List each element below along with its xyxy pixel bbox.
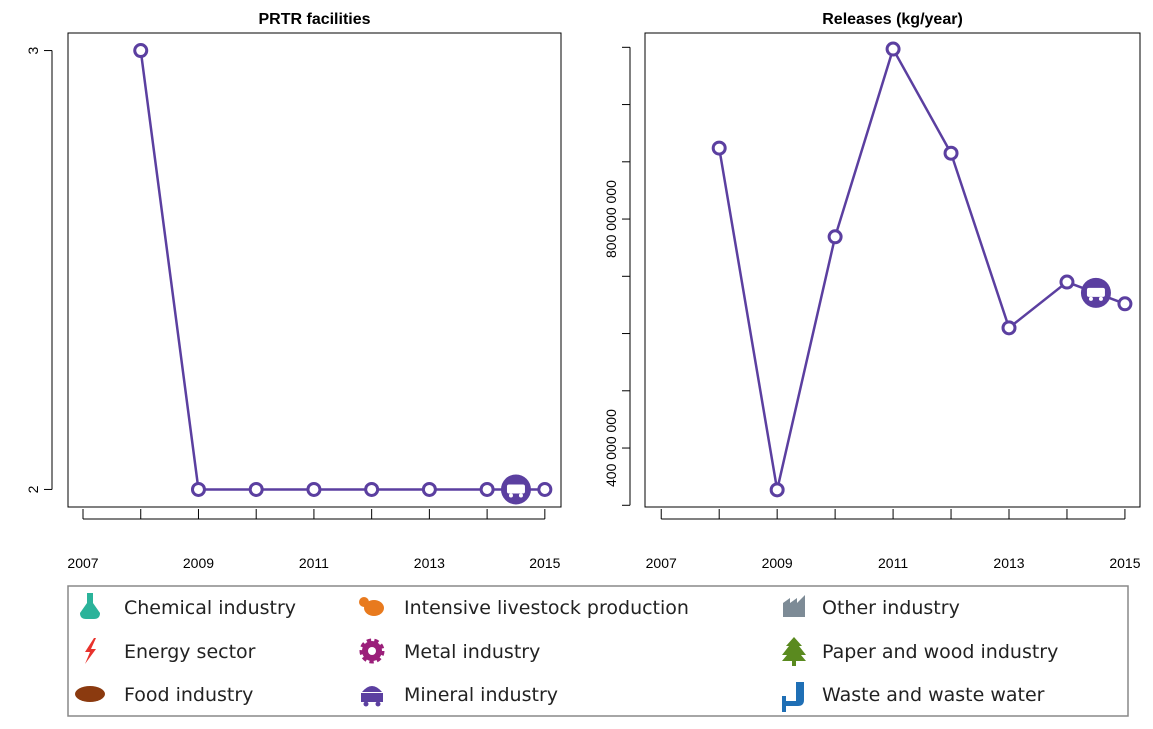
legend-icon <box>363 701 369 707</box>
legend-icon <box>362 686 382 692</box>
legend-icon <box>75 686 105 702</box>
legend-icon <box>359 597 369 607</box>
y-tick-label: 3 <box>25 46 41 54</box>
legend-box <box>67 585 1129 717</box>
x-tick-label: 2009 <box>183 555 214 571</box>
category-icon <box>1098 296 1103 301</box>
point <box>248 481 264 497</box>
point <box>1059 274 1075 290</box>
x-tick-label: 2013 <box>993 555 1024 571</box>
legend-label: Food industry <box>124 684 253 706</box>
point <box>711 140 727 156</box>
legend-label: Paper and wood industry <box>822 641 1058 663</box>
x-tick-label: 2015 <box>1109 555 1140 571</box>
point <box>1117 296 1133 312</box>
point <box>364 481 380 497</box>
chart-title: PRTR facilities <box>258 11 370 28</box>
legend-icon <box>783 595 805 617</box>
point <box>537 481 553 497</box>
category-icon <box>508 493 513 498</box>
chart-title: Releases (kg/year) <box>822 11 963 28</box>
plot-box <box>644 32 1141 508</box>
category-icon <box>1088 296 1093 301</box>
legend-icon <box>782 682 804 712</box>
point <box>306 481 322 497</box>
legend-icon <box>80 593 100 619</box>
legend-label: Chemical industry <box>124 597 296 619</box>
point <box>190 481 206 497</box>
x-tick-label: 2015 <box>529 555 560 571</box>
point <box>479 481 495 497</box>
point <box>885 41 901 57</box>
plot-box <box>67 32 562 508</box>
legend-icon <box>364 600 384 616</box>
x-tick-label: 2011 <box>878 555 908 571</box>
x-tick-label: 2007 <box>646 555 677 571</box>
category-icon <box>518 493 523 498</box>
legend-label: Metal industry <box>404 641 540 663</box>
x-tick-label: 2007 <box>67 555 98 571</box>
y-tick-label: 800 000 000 <box>603 180 619 258</box>
legend-label: Other industry <box>822 597 960 619</box>
legend-icon <box>782 637 806 666</box>
line <box>139 50 545 491</box>
x-tick-label: 2009 <box>762 555 793 571</box>
legend-icon <box>361 693 383 702</box>
legend-label: Energy sector <box>124 641 256 663</box>
point <box>133 43 149 59</box>
point <box>1001 320 1017 336</box>
legend-icon <box>368 647 376 655</box>
legend-icon <box>375 701 381 707</box>
legend-label: Waste and waste water <box>822 684 1045 706</box>
category-icon <box>1086 287 1105 297</box>
y-tick-label: 2 <box>25 485 41 493</box>
x-tick-label: 2011 <box>299 555 329 571</box>
point <box>769 482 785 498</box>
y-tick-label: 400 000 000 <box>603 409 619 487</box>
category-icon <box>506 484 525 494</box>
x-tick-label: 2013 <box>414 555 445 571</box>
point <box>421 481 437 497</box>
legend-label: Mineral industry <box>404 684 558 706</box>
point <box>827 229 843 245</box>
point <box>943 145 959 161</box>
legend-label: Intensive livestock production <box>404 597 689 619</box>
line <box>717 45 1126 491</box>
legend-icon <box>85 638 96 664</box>
